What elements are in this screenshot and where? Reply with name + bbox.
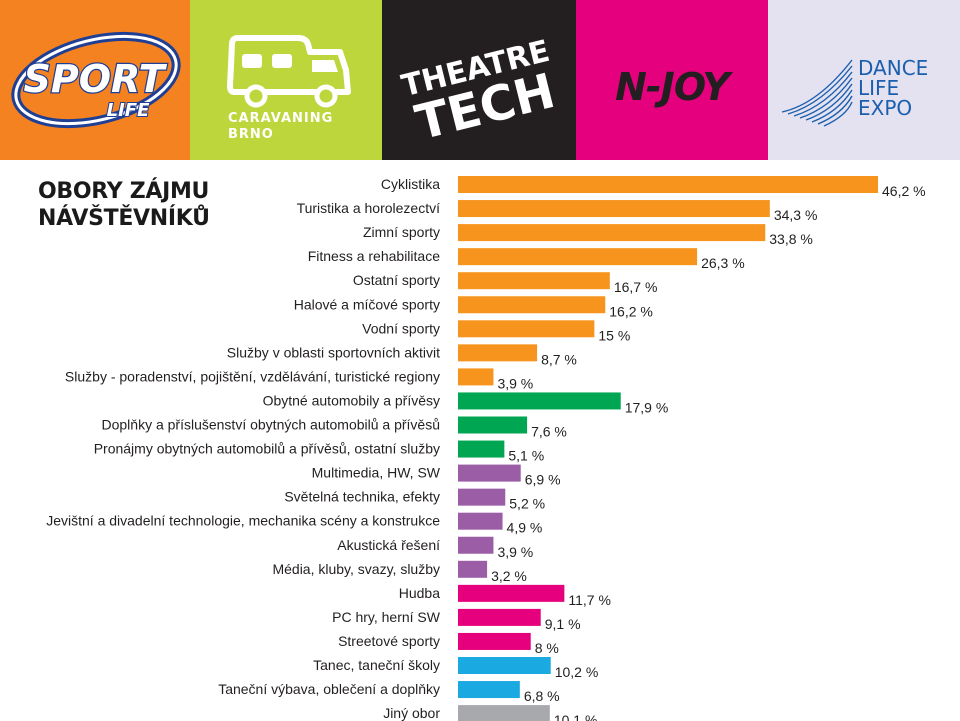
bar [458,368,494,386]
value-label: 16,2 % [609,303,653,319]
category-label: Obytné automobily a přívěsy [263,392,440,408]
bar [458,488,506,506]
bar [458,392,621,410]
value-label: 8,7 % [541,351,577,367]
category-label: Streetové sporty [338,633,440,649]
value-label: 4,9 % [507,520,543,536]
category-label: Pronájmy obytných automobilů a přívěsů, … [94,441,440,457]
bar [458,705,550,721]
value-label: 17,9 % [625,399,669,415]
banner: SPORT LIFE CARAVANING BRNO THEATRE TECH [0,0,960,160]
category-label: Halové a míčové sporty [294,296,440,312]
sport-life-word1: SPORT [24,57,168,101]
category-label: Jiný obor [383,705,440,721]
caravaning-line1: CARAVANING [228,111,333,126]
value-label: 10,1 % [554,712,598,721]
bar [458,320,595,338]
value-label: 15 % [598,327,630,343]
category-label: Média, kluby, svazy, služby [272,561,440,577]
category-label: Služby - poradenství, pojištění, vzděláv… [65,368,440,384]
value-label: 6,8 % [524,688,560,704]
category-label: Hudba [399,585,440,601]
camper-icon [227,35,351,108]
value-label: 8 % [535,640,559,656]
category-label: Zimní sporty [363,224,440,240]
value-label: 9,1 % [545,616,581,632]
value-label: 6,9 % [525,472,561,488]
value-label: 7,6 % [531,424,567,440]
category-label: Cyklistika [381,176,440,192]
value-label: 16,7 % [614,279,658,295]
bar [458,440,505,458]
bar [458,272,610,290]
value-label: 5,2 % [509,496,545,512]
chart-heading: OBORY ZÁJMU NÁVŠTĚVNÍKŮ [38,178,210,232]
bar [458,608,541,626]
bar [458,584,565,602]
bar [458,248,698,266]
value-label: 10,2 % [555,664,599,680]
bar [458,416,528,434]
value-label: 11,7 % [568,592,611,608]
category-label: Vodní sporty [362,320,440,336]
value-label: 46,2 % [882,183,926,199]
category-label: Akustická řešení [337,537,440,553]
bar [458,224,766,242]
bar [458,512,503,530]
caravaning-logo: CARAVANING BRNO [227,35,351,142]
bar [458,200,770,218]
enjoy-logo: N-JOY [615,65,734,109]
dance-life-expo-line1: DANCE [858,56,928,80]
bar [458,536,494,554]
bar [458,344,538,362]
sport-life-tile: SPORT LIFE [0,0,190,160]
sport-life-word2: LIFE [107,100,150,121]
bar [458,560,488,578]
caravaning-tile: CARAVANING BRNO [190,0,382,160]
category-label: Světelná technika, efekty [284,489,440,505]
category-label: Multimedia, HW, SW [312,465,441,481]
bar [458,464,521,482]
value-label: 3,2 % [491,568,527,584]
interest-bar-chart: Cyklistika 46,2 % Turistika a horolezectví… [46,176,926,721]
caravaning-line2: BRNO [228,127,274,142]
value-label: 33,8 % [769,231,813,247]
theatre-tech-logo: THEATRE TECH [398,34,560,152]
category-label: PC hry, herní SW [332,609,441,625]
value-label: 26,3 % [701,255,745,271]
enjoy-wordmark: N-JOY [615,65,733,109]
bar [458,632,531,650]
dance-life-expo-logo: DANCE LIFE EXPO [781,56,928,127]
category-label: Doplňky a příslušenství obytných automob… [101,417,440,433]
heading-line2: NÁVŠTĚVNÍKŮ [38,206,210,231]
bar [458,176,878,193]
category-label: Tanec, taneční školy [313,657,440,673]
wave-lines-icon [781,59,853,127]
category-label: Fitness a rehabilitace [308,248,441,264]
bar [458,296,606,314]
dance-life-expo-line2: LIFE [858,76,899,100]
heading-line1: OBORY ZÁJMU [38,179,210,204]
category-label: Taneční výbava, oblečení a doplňky [218,681,440,697]
enjoy-tile: N-JOY [576,0,768,160]
theatre-tech-tile: THEATRE TECH [382,0,576,160]
sport-life-logo: SPORT LIFE [11,31,181,129]
value-label: 3,9 % [497,544,533,560]
dance-life-expo-line3: EXPO [858,96,912,120]
bar [458,681,520,699]
category-label: Služby v oblasti sportovních aktivit [227,344,440,360]
value-label: 5,1 % [508,448,544,464]
category-label: Ostatní sporty [353,272,440,288]
dance-life-expo-tile: DANCE LIFE EXPO [768,0,960,160]
category-label: Turistika a horolezectví [297,200,441,216]
value-label: 34,3 % [774,207,818,223]
category-label: Jevištní a divadelní technologie, mechan… [46,513,440,529]
bar [458,657,551,674]
value-label: 3,9 % [497,375,533,391]
